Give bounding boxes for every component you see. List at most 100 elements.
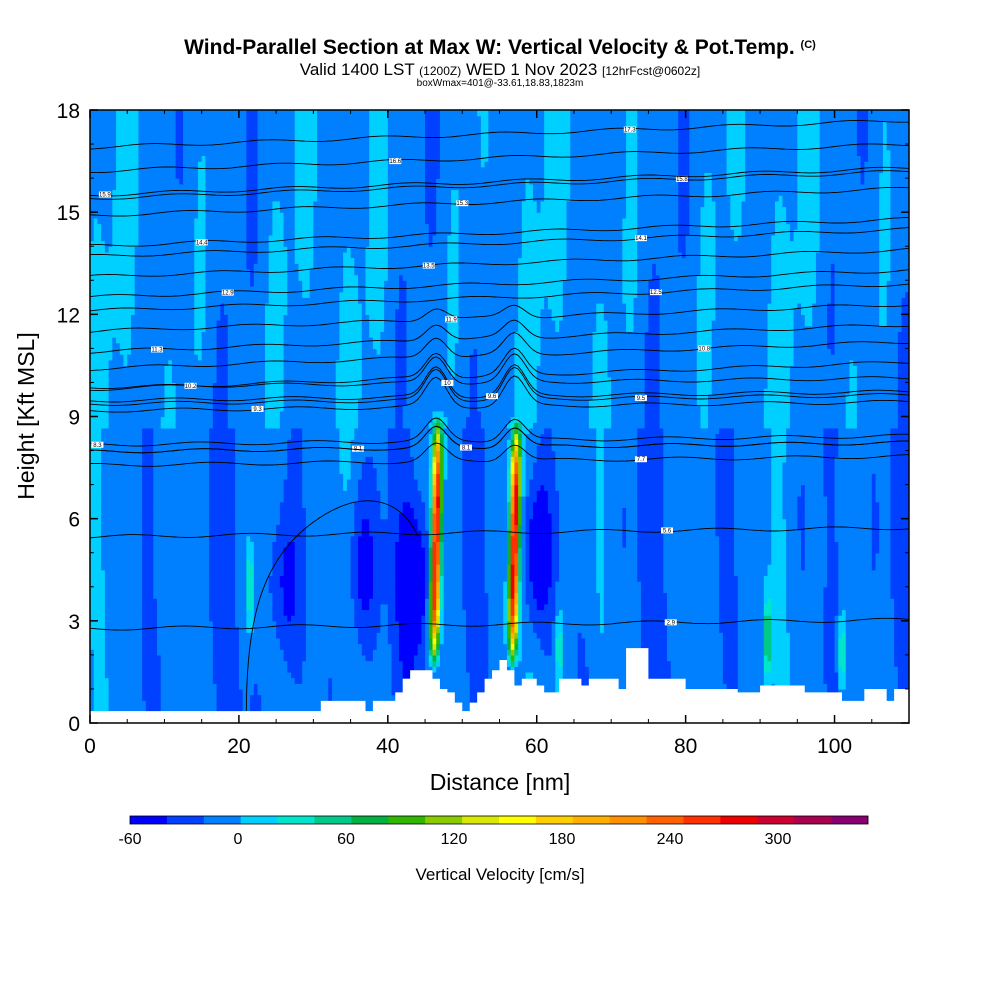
heatmap-cell <box>287 666 292 673</box>
heatmap-cell <box>197 626 203 633</box>
heatmap-cell <box>510 626 515 633</box>
heatmap-cell <box>864 671 869 679</box>
heatmap-cell <box>704 637 709 645</box>
heatmap-cell <box>443 660 448 667</box>
heatmap-cell <box>726 637 731 645</box>
heatmap-cell <box>566 654 571 662</box>
heatmap-cell <box>786 598 791 605</box>
heatmap-cell <box>466 671 471 679</box>
heatmap-cell <box>678 643 683 650</box>
heatmap-cell <box>748 677 754 684</box>
heatmap-cell <box>149 626 154 633</box>
heatmap-cell <box>194 683 199 690</box>
heatmap-cell <box>320 660 326 667</box>
heatmap-cell <box>380 694 385 701</box>
heatmap-cell <box>577 626 582 633</box>
heatmap-cell <box>614 666 620 673</box>
heatmap-cell <box>123 694 128 701</box>
valid-utc: (1200Z) <box>419 64 461 78</box>
heatmap-cell <box>171 660 177 667</box>
heatmap-cell <box>466 626 471 633</box>
heatmap-cell <box>518 660 523 667</box>
heatmap-cell <box>503 626 508 633</box>
heatmap-cell <box>391 654 396 662</box>
heatmap-cell <box>231 598 236 605</box>
heatmap-cell <box>305 705 311 713</box>
heatmap-cell <box>443 626 448 633</box>
heatmap-cell <box>875 649 880 656</box>
heatmap-cell <box>451 666 456 673</box>
heatmap-cell <box>305 688 311 696</box>
heatmap-cell <box>663 654 668 662</box>
heatmap-cell <box>331 688 337 696</box>
heatmap-cell <box>317 632 322 639</box>
heatmap-cell <box>365 626 370 633</box>
heatmap-cell <box>93 694 99 701</box>
heatmap-cell <box>581 632 586 639</box>
heatmap-cell <box>179 598 184 605</box>
heatmap-cell <box>801 626 806 633</box>
heatmap-cell <box>871 603 877 611</box>
heatmap-cell <box>294 603 300 611</box>
heatmap-cell <box>477 671 482 679</box>
heatmap-cell <box>652 598 657 605</box>
heatmap-cell <box>637 615 642 622</box>
heatmap-cell <box>443 603 448 611</box>
heatmap-cell <box>142 615 147 622</box>
heatmap-cell <box>655 637 661 645</box>
heatmap-cell <box>123 620 128 628</box>
heatmap-cell <box>492 660 497 667</box>
heatmap-cell <box>611 666 616 673</box>
heatmap-cell <box>458 654 463 662</box>
heatmap-cell <box>216 700 221 707</box>
heatmap-cell <box>197 694 203 701</box>
heatmap-cell <box>272 666 277 673</box>
heatmap-cell <box>264 654 270 662</box>
heatmap-cell <box>823 615 828 622</box>
heatmap-cell <box>789 598 795 605</box>
heatmap-cell <box>294 592 300 599</box>
heatmap-cell <box>849 649 854 656</box>
heatmap-cell <box>823 603 828 611</box>
heatmap-cell <box>681 666 687 673</box>
heatmap-cell <box>112 666 117 673</box>
heatmap-cell <box>577 603 582 611</box>
heatmap-cell <box>160 592 166 599</box>
heatmap-cell <box>715 620 720 628</box>
heatmap-cell <box>168 592 173 599</box>
heatmap-cell <box>562 603 568 611</box>
heatmap-cell <box>402 598 408 605</box>
heatmap-cell <box>395 603 400 611</box>
heatmap-cell <box>715 598 720 605</box>
heatmap-cell <box>719 666 724 673</box>
heatmap-cell <box>547 637 553 645</box>
heatmap-cell <box>212 654 218 662</box>
heatmap-cell <box>309 603 314 611</box>
heatmap-cell <box>853 620 858 628</box>
heatmap-cell <box>194 598 199 605</box>
heatmap-cell <box>417 603 422 611</box>
heatmap-cell <box>97 660 102 667</box>
valid-date: WED 1 Nov 2023 <box>466 60 597 79</box>
heatmap-cell <box>853 615 858 622</box>
heatmap-cell <box>849 677 854 684</box>
heatmap-cell <box>350 632 355 639</box>
heatmap-cell <box>745 654 750 662</box>
heatmap-cell <box>506 649 512 656</box>
heatmap-cell <box>518 654 523 662</box>
heatmap-cell <box>458 649 463 656</box>
heatmap-cell <box>841 609 847 616</box>
heatmap-cell <box>771 654 776 662</box>
heatmap-cell <box>164 609 169 616</box>
heatmap-cell <box>626 632 631 639</box>
heatmap-cell <box>559 649 564 656</box>
heatmap-cell <box>681 671 687 679</box>
heatmap-cell <box>447 671 452 679</box>
heatmap-cell <box>659 666 664 673</box>
heatmap-cell <box>387 637 393 645</box>
heatmap-cell <box>376 688 381 696</box>
heatmap-cell <box>380 632 385 639</box>
heatmap-cell <box>469 660 475 667</box>
heatmap-cell <box>536 626 542 633</box>
heatmap-cell <box>395 615 400 622</box>
